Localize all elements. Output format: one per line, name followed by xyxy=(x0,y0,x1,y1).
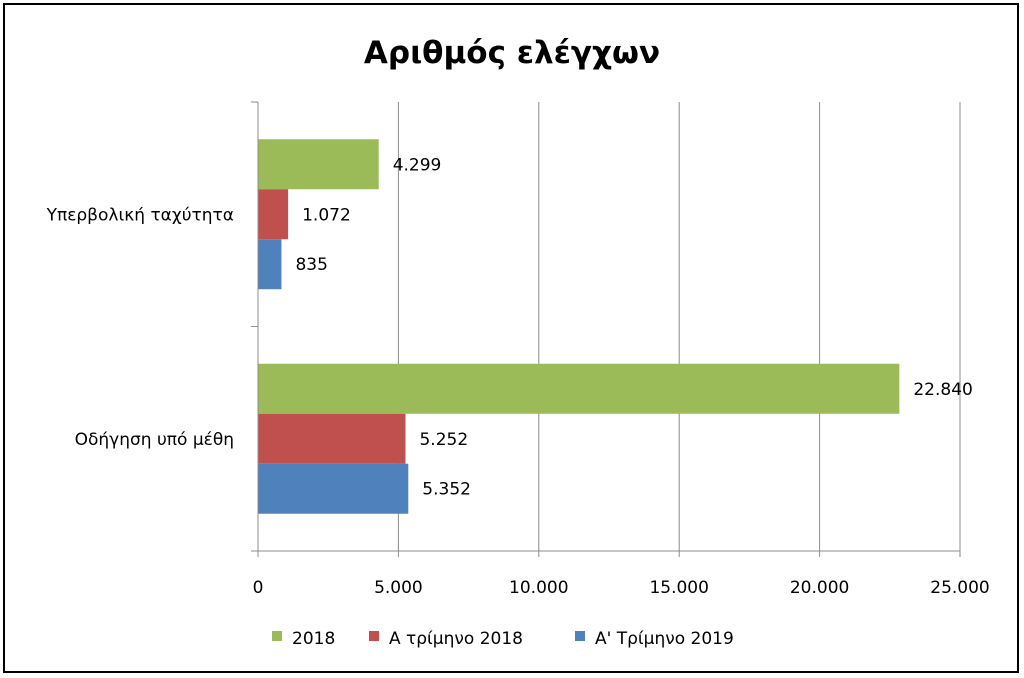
x-tick-label: 5.000 xyxy=(374,578,423,598)
bar xyxy=(258,139,379,190)
category-label: Οδήγηση υπό μέθη xyxy=(75,430,234,450)
legend: 2018 A τρίμηνο 2018 Α' Τρίμηνο 2019 xyxy=(272,629,734,649)
bar xyxy=(258,413,406,464)
data-label: 1.072 xyxy=(302,205,351,225)
data-label: 4.299 xyxy=(393,155,442,175)
axes xyxy=(251,101,961,557)
legend-label: A τρίμηνο 2018 xyxy=(389,629,523,649)
bar xyxy=(258,189,289,240)
data-label: 22.840 xyxy=(913,380,972,400)
data-label: 5.352 xyxy=(422,480,471,500)
x-tick-label: 10.000 xyxy=(509,578,568,598)
chart-frame xyxy=(3,3,1019,673)
labels: 0 5.000 10.000 15.000 20.000 25.000 Υπερβολική… xyxy=(46,155,990,598)
x-tick-label: 15.000 xyxy=(649,578,708,598)
bar xyxy=(258,239,282,290)
bars xyxy=(258,139,900,514)
data-label: 5.252 xyxy=(419,430,468,450)
x-tick-label: 0 xyxy=(253,578,264,598)
legend-label: Α' Τρίμηνο 2019 xyxy=(595,629,734,649)
legend-swatch xyxy=(369,631,379,641)
bar xyxy=(258,363,900,414)
x-tick-label: 25.000 xyxy=(930,578,989,598)
gridlines xyxy=(397,102,961,551)
bar xyxy=(258,463,409,514)
category-label: Υπερβολική ταχύτητα xyxy=(46,205,234,225)
chart-title: Αριθμός ελέγχων xyxy=(364,35,660,71)
data-label: 835 xyxy=(295,255,327,275)
legend-swatch xyxy=(272,631,282,641)
legend-label: 2018 xyxy=(292,629,335,649)
legend-swatch xyxy=(575,631,585,641)
x-tick-label: 20.000 xyxy=(790,578,849,598)
